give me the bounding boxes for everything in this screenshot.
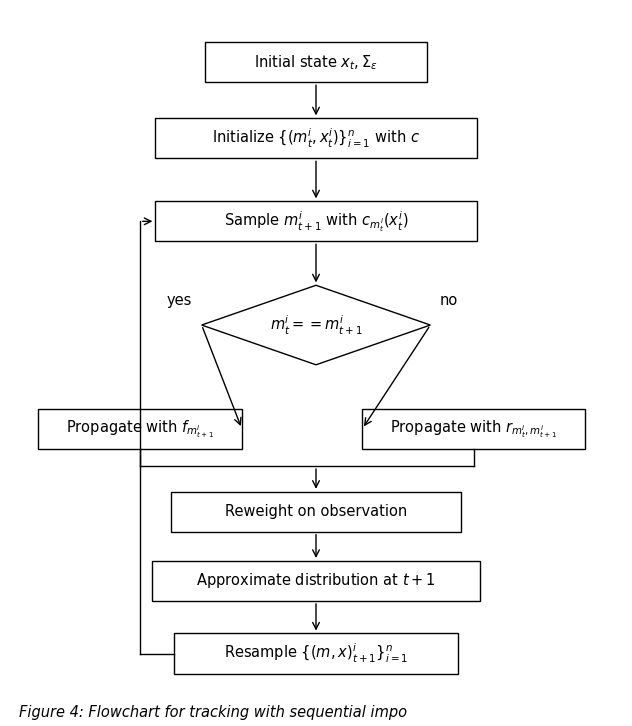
FancyBboxPatch shape — [174, 634, 458, 674]
FancyBboxPatch shape — [152, 561, 480, 601]
Text: Resample $\{(m,x)_{t+1}^i\}_{i=1}^n$: Resample $\{(m,x)_{t+1}^i\}_{i=1}^n$ — [224, 642, 408, 665]
Text: no: no — [440, 293, 458, 308]
FancyBboxPatch shape — [155, 201, 477, 241]
Text: Propagate with $f_{m_{t+1}^i}$: Propagate with $f_{m_{t+1}^i}$ — [66, 418, 214, 440]
Text: yes: yes — [167, 293, 192, 308]
Text: Propagate with $r_{m_t^i, m_{t+1}^i}$: Propagate with $r_{m_t^i, m_{t+1}^i}$ — [390, 418, 557, 440]
Text: Initialize $\{(m_t^i, x_t^i)\}_{i=1}^n$ with $c$: Initialize $\{(m_t^i, x_t^i)\}_{i=1}^n$ … — [212, 127, 420, 150]
Text: Figure 4: Flowchart for tracking with sequential impo: Figure 4: Flowchart for tracking with se… — [20, 706, 408, 720]
Text: $m_t^i == m_{t+1}^i$: $m_t^i == m_{t+1}^i$ — [269, 314, 363, 337]
FancyBboxPatch shape — [155, 118, 477, 158]
Text: Sample $m_{t+1}^i$ with $c_{m_t^i}(x_t^i)$: Sample $m_{t+1}^i$ with $c_{m_t^i}(x_t^i… — [224, 209, 408, 234]
FancyBboxPatch shape — [38, 409, 242, 449]
Text: Initial state $x_t, \Sigma_{\epsilon}$: Initial state $x_t, \Sigma_{\epsilon}$ — [254, 53, 378, 72]
FancyBboxPatch shape — [171, 492, 461, 532]
FancyBboxPatch shape — [362, 409, 585, 449]
Text: Reweight on observation: Reweight on observation — [225, 505, 407, 519]
Text: Approximate distribution at $t+1$: Approximate distribution at $t+1$ — [196, 571, 436, 590]
Polygon shape — [202, 285, 430, 364]
FancyBboxPatch shape — [205, 42, 427, 82]
